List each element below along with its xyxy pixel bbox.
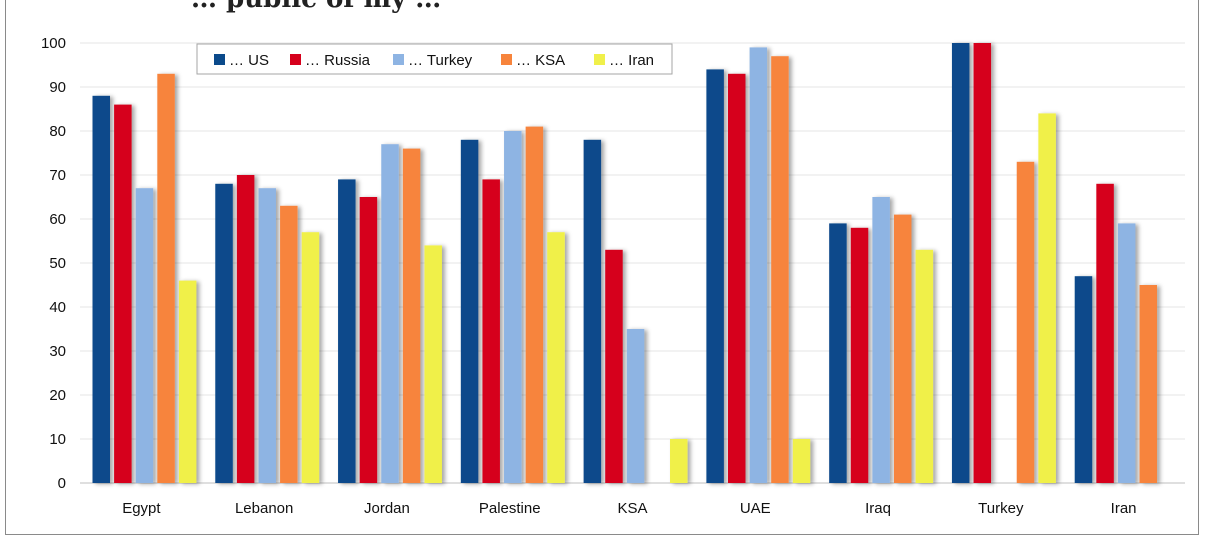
bar (504, 131, 522, 483)
bar (381, 144, 399, 483)
bar (1074, 276, 1093, 483)
y-tick-label: 10 (49, 431, 66, 448)
bar (157, 73, 175, 484)
bar (525, 126, 544, 483)
legend-label: … KSA (516, 52, 565, 69)
bar (402, 148, 421, 483)
bar (915, 249, 934, 483)
bar (605, 249, 623, 483)
bar (951, 43, 970, 483)
bar (280, 205, 298, 484)
bar (1139, 285, 1158, 483)
x-tick-label: Iraq (865, 500, 891, 517)
y-tick-label: 70 (49, 167, 66, 184)
bar (338, 179, 356, 483)
bar (178, 280, 197, 483)
legend-swatch (290, 54, 301, 65)
legend-swatch (594, 54, 605, 65)
bar (114, 104, 132, 483)
bar (583, 139, 602, 484)
bar (1016, 161, 1035, 484)
y-tick-label: 20 (49, 387, 66, 404)
legend-label: … US (229, 52, 269, 69)
legend-label: … Turkey (408, 52, 473, 69)
chart-frame: … public of my … (5, 0, 1199, 535)
y-axis-ticks: 0 10 20 30 40 50 60 70 80 90 100 (41, 35, 66, 492)
bar (792, 439, 811, 483)
bar (749, 47, 768, 484)
bar (1038, 113, 1056, 484)
bar (771, 56, 789, 483)
legend-label: … Russia (305, 52, 371, 69)
y-tick-label: 50 (49, 255, 66, 272)
bar (850, 227, 869, 483)
x-tick-label: Lebanon (235, 500, 293, 517)
bar (893, 214, 912, 483)
bar (872, 197, 890, 483)
bar (460, 139, 479, 484)
x-tick-label: Palestine (479, 500, 541, 517)
x-tick-label: Egypt (122, 500, 161, 517)
bar (92, 95, 110, 484)
legend-swatch (501, 54, 512, 65)
bar (258, 188, 276, 483)
y-tick-label: 90 (49, 79, 66, 96)
bar (424, 245, 442, 483)
x-tick-label: Iran (1111, 500, 1137, 517)
y-tick-label: 80 (49, 123, 66, 140)
x-axis-ticks: Egypt Lebanon Jordan Palestine KSA UAE Iraq Tur… (122, 500, 1136, 517)
y-tick-label: 30 (49, 343, 66, 360)
bar (301, 232, 320, 483)
bar (706, 69, 724, 484)
legend-swatch (393, 54, 404, 65)
bar (829, 223, 847, 483)
bar (670, 439, 688, 483)
bar (215, 183, 233, 484)
y-tick-label: 40 (49, 299, 66, 316)
bars (92, 43, 1158, 484)
bar (973, 43, 992, 483)
legend-box (196, 43, 673, 75)
bar (547, 232, 565, 483)
bar (626, 329, 645, 483)
legend-swatch (214, 54, 225, 65)
bar (727, 73, 746, 484)
bar (1117, 223, 1136, 483)
bar (359, 197, 378, 483)
x-tick-label: Turkey (978, 500, 1024, 517)
chart-title: … public of my … (191, 0, 441, 14)
bar (236, 175, 255, 483)
x-tick-label: Jordan (364, 500, 410, 517)
y-tick-label: 0 (58, 475, 66, 492)
y-tick-label: 100 (41, 35, 66, 52)
y-tick-label: 60 (49, 211, 66, 228)
legend: … US … Russia … Turkey … KSA … Iran (196, 43, 673, 75)
bar (135, 188, 154, 483)
legend-label: … Iran (609, 52, 654, 69)
x-tick-label: UAE (740, 500, 771, 517)
bar (482, 179, 500, 483)
bar (1096, 183, 1114, 484)
x-tick-label: KSA (617, 500, 647, 517)
